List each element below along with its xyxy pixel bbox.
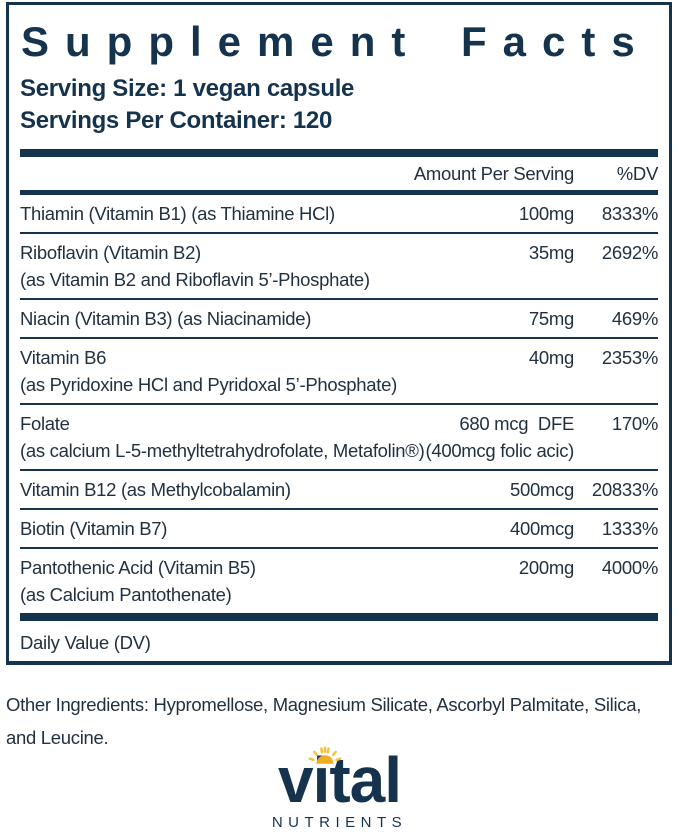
table-row: Niacin (Vitamin B3) (as Niacinamide) 75m…: [20, 300, 658, 339]
column-header-amount: Amount Per Serving: [413, 162, 574, 184]
supplement-facts-panel: Supplement Facts Serving Size: 1 vegan c…: [6, 2, 672, 665]
nutrient-name: Riboflavin (Vitamin B2): [20, 242, 201, 263]
other-ingredients-line2: and Leucine.: [6, 727, 109, 748]
nutrient-dv: 2353%: [601, 347, 658, 368]
column-header-dv: %DV: [616, 162, 659, 184]
nutrient-amount-detail: [397, 371, 574, 398]
other-ingredients: Other Ingredients: Hypromellose, Magnesi…: [6, 688, 674, 754]
dv-spacer: [574, 371, 658, 398]
servings-per-container: Servings Per Container: 120: [20, 107, 333, 134]
table-row: Pantothenic Acid (Vitamin B5) 200mg 4000…: [20, 549, 658, 613]
table-row: Folate 680 mcg DFE 170% (as calcium L-5-…: [20, 405, 658, 471]
table-row: Vitamin B12 (as Methylcobalamin) 500mcg …: [20, 471, 658, 510]
nutrient-dv: 2692%: [601, 242, 658, 263]
nutrient-amount: 500mcg: [509, 479, 574, 500]
table-row: Riboflavin (Vitamin B2) 35mg 2692% (as V…: [20, 234, 658, 300]
nutrient-name: Biotin (Vitamin B7): [20, 518, 168, 539]
table-row: Vitamin B6 40mg 2353% (as Pyridoxine HCl…: [20, 339, 658, 405]
nutrient-amount: 400mcg: [509, 518, 574, 539]
nutrient-name-detail: (as Pyridoxine HCl and Pyridoxal 5’-Phos…: [20, 374, 397, 395]
nutrient-amount: 40mg: [528, 347, 574, 368]
nutrient-name: Thiamin (Vitamin B1) (as Thiamine HCl): [20, 203, 335, 224]
dv-spacer: [574, 266, 658, 293]
nutrient-amount: 75mg: [528, 308, 574, 329]
nutrient-dv: 4000%: [601, 557, 658, 578]
other-ingredients-line1: Other Ingredients: Hypromellose, Magnesi…: [6, 694, 642, 715]
table-header: Amount Per Serving %DV: [20, 157, 658, 195]
nutrient-amount-detail: (400mcg folic acic): [425, 440, 574, 461]
nutrient-table: Thiamin (Vitamin B1) (as Thiamine HCl) 1…: [20, 195, 658, 613]
nutrient-amount-detail: [370, 266, 574, 293]
serving-size: Serving Size: 1 vegan capsule: [20, 75, 355, 102]
nutrient-name: Pantothenic Acid (Vitamin B5): [20, 557, 256, 578]
nutrient-dv: 1333%: [601, 518, 658, 539]
dv-spacer: [574, 437, 658, 464]
nutrient-amount: 680 mcg DFE: [459, 413, 574, 434]
nutrient-name: Folate: [20, 413, 70, 434]
nutrient-dv: 20833%: [591, 479, 658, 500]
brand-subname: NUTRIENTS: [271, 814, 408, 831]
panel-title: Supplement Facts: [21, 18, 651, 65]
table-row: Thiamin (Vitamin B1) (as Thiamine HCl) 1…: [20, 195, 658, 234]
nutrient-amount: 200mg: [518, 557, 574, 578]
nutrient-name: Vitamin B12 (as Methylcobalamin): [20, 479, 291, 500]
nutrient-amount-detail: [232, 581, 574, 608]
divider-thick-bottom: [20, 613, 658, 621]
nutrient-dv: 469%: [611, 308, 658, 329]
nutrient-name-detail: (as calcium L-5-methyltetrahydrofolate, …: [20, 440, 425, 461]
daily-value-note: Daily Value (DV): [20, 632, 151, 653]
divider-thick-top: [20, 149, 658, 157]
sun-icon: [308, 746, 342, 764]
dv-spacer: [574, 581, 658, 608]
nutrient-dv: 170%: [611, 413, 658, 434]
nutrient-name-detail: (as Calcium Pantothenate): [20, 584, 232, 605]
nutrient-name: Niacin (Vitamin B3) (as Niacinamide): [20, 308, 312, 329]
brand-logo: vital NUTRIENTS: [0, 746, 679, 832]
nutrient-name: Vitamin B6: [20, 347, 107, 368]
brand-wordmark: vital: [278, 746, 402, 812]
nutrient-amount: 35mg: [528, 242, 574, 263]
nutrient-name-detail: (as Vitamin B2 and Riboflavin 5’-Phospha…: [20, 269, 370, 290]
nutrient-dv: 8333%: [601, 203, 658, 224]
nutrient-amount: 100mg: [518, 203, 574, 224]
table-row: Biotin (Vitamin B7) 400mcg 1333%: [20, 510, 658, 549]
